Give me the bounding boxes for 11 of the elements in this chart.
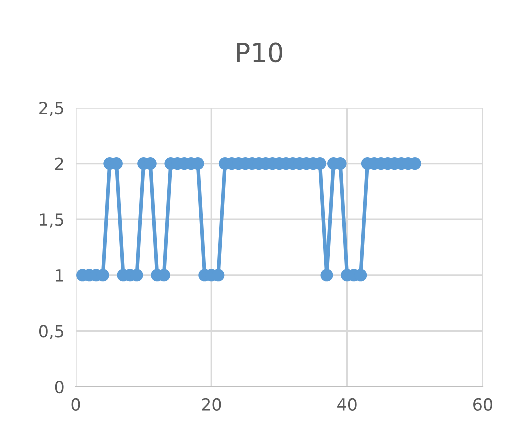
y-tick-label: 2	[56, 158, 64, 170]
y-tick-label: 2,5	[40, 102, 64, 116]
x-tick-label: 60	[474, 398, 492, 412]
x-tick-label: 20	[202, 398, 222, 412]
x-tick-label: 40	[338, 398, 357, 412]
y-tick-label: 0,5	[39, 325, 64, 340]
y-tick-label: 0	[55, 380, 64, 394]
x-tick-label: 0	[72, 398, 80, 412]
y-tick-label: 1,5	[40, 214, 64, 228]
y-tick-label: 1	[56, 270, 64, 282]
chart-title: P10	[237, 42, 282, 63]
